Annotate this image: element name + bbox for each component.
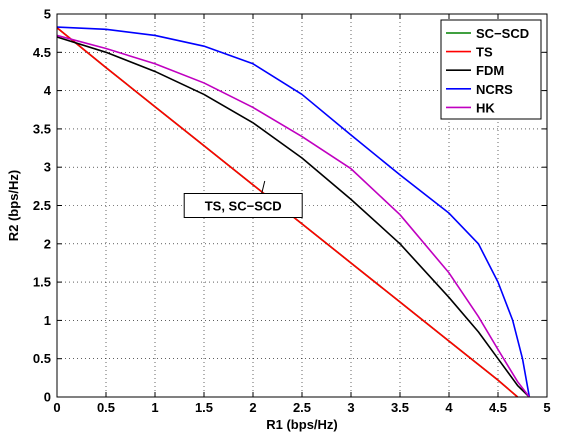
legend: SC−SCD TS FDM NCRS HK: [440, 19, 542, 120]
series-line-fdm: [56, 36, 530, 398]
x-tick-label: 3.5: [391, 400, 409, 415]
series-line-ncrs: [56, 26, 531, 398]
legend-label-ncrs: NCRS: [476, 82, 513, 97]
x-tick-label: 5: [543, 400, 550, 415]
y-tick-label: 1.5: [33, 275, 51, 290]
y-tick-label: 3: [44, 160, 51, 175]
annotation-text: TS, SC−SCD: [205, 199, 282, 214]
y-tick-label: 0: [44, 390, 51, 405]
series-line-ts: [56, 27, 519, 398]
y-tick-label: 1: [44, 313, 51, 328]
x-tick-label: 2: [249, 400, 256, 415]
legend-label-ts: TS: [476, 45, 493, 60]
x-tick-label: 4: [445, 400, 453, 415]
y-tick-label: 4: [44, 83, 52, 98]
y-tick-label: 5: [44, 7, 51, 22]
x-tick-label: 1.5: [195, 400, 213, 415]
y-tick-label: 4.5: [33, 45, 51, 60]
x-tick-label: 0: [53, 400, 60, 415]
series-line-hk: [56, 34, 530, 398]
y-tick-label: 0.5: [33, 351, 51, 366]
y-tick-label: 2.5: [33, 198, 51, 213]
y-tick-label: 3.5: [33, 121, 51, 136]
x-tick-label: 3: [347, 400, 354, 415]
legend-label-hk: HK: [476, 100, 495, 115]
x-axis-label: R1 (bps/Hz): [266, 417, 338, 432]
legend-label-fdm: FDM: [476, 63, 504, 78]
x-tick-label: 0.5: [97, 400, 115, 415]
x-tick-label: 4.5: [489, 400, 507, 415]
x-tick-label: 2.5: [293, 400, 311, 415]
legend-label-sc-scd: SC−SCD: [476, 26, 529, 41]
y-axis-label: R2 (bps/Hz): [6, 170, 21, 242]
x-tick-label: 1: [151, 400, 158, 415]
series-lines: [56, 26, 531, 398]
annotation-box: [183, 193, 303, 218]
y-tick-label: 2: [44, 236, 51, 251]
annotation: TS, SC−SCD: [183, 180, 303, 218]
axis-ticks: 0 0.5 1 1.5 2 2.5 3 3.5 4 4.5 5 0 0.5 1 1.5 2 2.5 3 3.5 4 4.…: [33, 7, 551, 416]
